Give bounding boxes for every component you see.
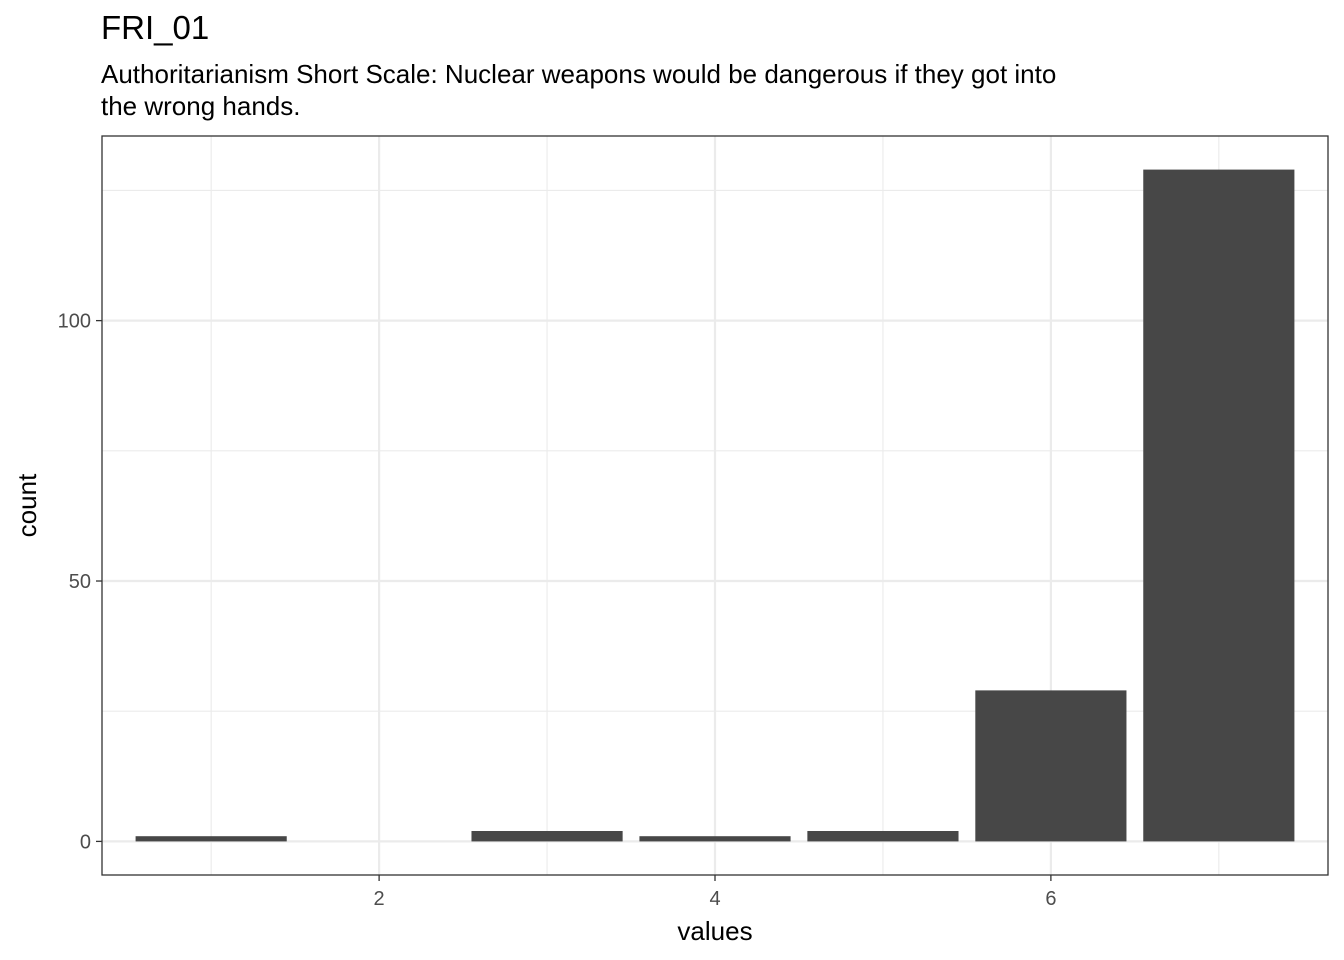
axis-ticks: 2 4 6 0 50 100 — [58, 311, 1057, 910]
y-axis-title: count — [12, 473, 42, 537]
y-tick-label: 50 — [69, 571, 91, 593]
bar — [639, 836, 791, 842]
major-gridlines — [102, 136, 1328, 875]
bar — [135, 836, 287, 842]
chart-title: FRI_01 — [101, 9, 210, 46]
bars — [135, 169, 1295, 842]
bar — [975, 690, 1127, 842]
bar — [807, 830, 959, 842]
y-tick-label: 0 — [80, 831, 91, 853]
y-tick-label: 100 — [58, 311, 91, 333]
bar — [1143, 169, 1295, 842]
chart-subtitle: Authoritarianism Short Scale: Nuclear we… — [101, 59, 1057, 121]
x-tick-label: 6 — [1045, 888, 1056, 910]
x-axis-title: values — [677, 916, 752, 946]
bar — [471, 830, 623, 842]
x-tick-label: 4 — [709, 888, 720, 910]
x-tick-label: 2 — [374, 888, 385, 910]
